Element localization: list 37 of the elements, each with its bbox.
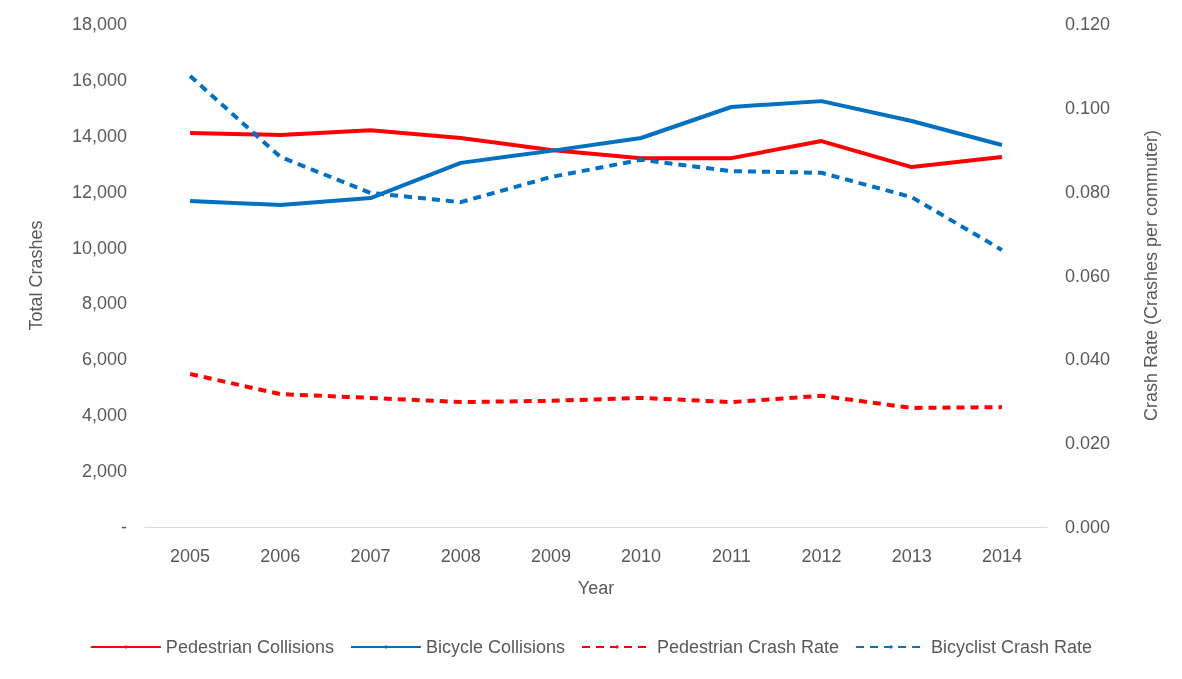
legend-label: Bicycle Collisions	[425, 637, 565, 657]
x-tick-label: 2006	[260, 546, 301, 566]
x-tick-label: 2013	[891, 546, 932, 566]
line-series	[188, 372, 1004, 410]
y2-tick-label: 0.020	[1065, 433, 1111, 454]
legend-label: Pedestrian Collisions	[165, 637, 334, 657]
y-tick-label: 2,000	[81, 461, 127, 482]
y-axis-title: Total Crashes	[26, 220, 46, 331]
x-tick-label: 2008	[440, 546, 481, 566]
x-tick-label: 2011	[711, 546, 751, 566]
x-tick-label: 2010	[621, 546, 662, 566]
y2-tick-label: 0.040	[1065, 349, 1111, 370]
y-tick-label: -	[121, 517, 127, 537]
x-tick-label: 2009	[530, 546, 571, 566]
y2-tick-label: 0.100	[1065, 97, 1111, 118]
legend-label: Pedestrian Crash Rate	[657, 637, 840, 657]
y-tick-label: 16,000	[71, 69, 127, 90]
x-axis-title: Year	[577, 578, 615, 598]
y-tick-label: 18,000	[71, 14, 127, 34]
y-tick-label: 4,000	[81, 405, 127, 426]
y-tick-label: 10,000	[71, 237, 127, 258]
y2-tick-label: 0.000	[1065, 517, 1111, 537]
y-tick-label: 14,000	[71, 125, 127, 146]
x-tick-label: 2007	[350, 546, 391, 566]
y2-tick-label: 0.080	[1065, 181, 1111, 202]
y-tick-label: 8,000	[81, 293, 127, 314]
y2-tick-label: 0.120	[1065, 14, 1111, 34]
x-tick-label: 2012	[801, 546, 842, 566]
y2-tick-label: 0.060	[1065, 265, 1111, 286]
y-tick-label: 6,000	[81, 349, 127, 370]
line-series	[188, 73, 1004, 252]
y2-axis-title: Crash Rate (Crashes per commuter)	[1141, 129, 1161, 422]
x-tick-label: 2014	[981, 546, 1022, 566]
x-tick-label: 2005	[170, 546, 211, 566]
legend-label: Bicyclist Crash Rate	[931, 637, 1093, 657]
y-tick-label: 12,000	[71, 181, 127, 202]
line-series	[188, 128, 1004, 170]
